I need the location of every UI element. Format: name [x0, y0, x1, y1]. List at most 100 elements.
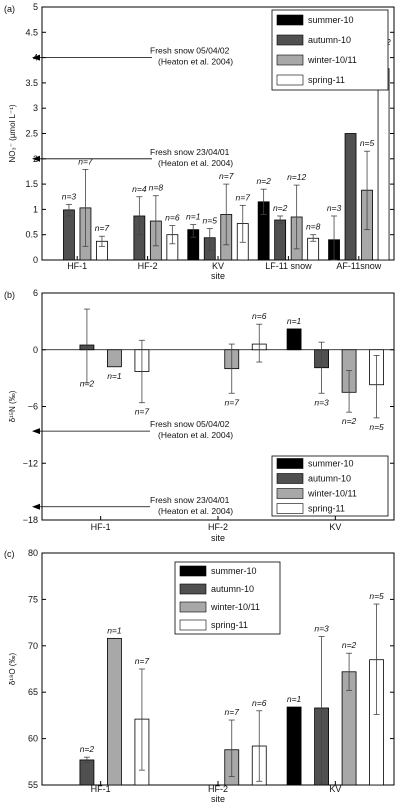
n-label: n=7: [225, 397, 240, 407]
annotation-text: (Heaton et al. 2004): [158, 506, 233, 516]
panel-label: (a): [4, 4, 15, 14]
legend-label: autumn-10: [308, 35, 351, 45]
y-tick-label: 6: [33, 288, 38, 298]
annotation-text: Fresh snow 23/04/01: [150, 495, 230, 505]
annotation-text: (Heaton et al. 2004): [158, 430, 233, 440]
n-label: n=12: [287, 172, 306, 182]
n-label: n=1: [107, 625, 122, 635]
legend-swatch: [179, 601, 207, 613]
panel-label: (b): [4, 290, 15, 300]
legend-label: spring-11: [211, 620, 248, 630]
n-label: n=1: [287, 316, 302, 326]
n-label: n=3: [314, 624, 329, 634]
legend-swatch: [179, 619, 207, 631]
bar: [344, 133, 357, 261]
y-tick-label: 60: [28, 734, 38, 744]
n-label: n=6: [165, 213, 180, 223]
x-tick-label: LF-11 snow: [265, 261, 312, 271]
annotation-text: Fresh snow 05/04/02: [150, 46, 230, 56]
legend-swatch: [276, 54, 304, 66]
y-tick-label: 3.5: [25, 78, 38, 88]
n-label: n=6: [252, 311, 267, 321]
n-label: n=3: [62, 191, 77, 201]
annotation-text: Fresh snow 05/04/02: [150, 419, 230, 429]
legend-label: winter-10/11: [210, 602, 260, 612]
y-tick-label: 1: [33, 204, 38, 214]
legend-swatch: [276, 74, 304, 86]
bar: [107, 637, 122, 786]
y-tick-label: 5: [33, 2, 38, 12]
y-tick-label: 0: [33, 255, 38, 265]
x-tick-label: HF-1: [67, 261, 87, 271]
x-tick-label: HF-1: [91, 522, 111, 532]
y-tick-label: 75: [28, 594, 38, 604]
y-axis-label: NO₃⁻ (µmol L⁻¹): [8, 104, 17, 162]
n-label: n=6: [252, 698, 267, 708]
legend-swatch: [276, 14, 304, 26]
legend-swatch: [276, 458, 304, 469]
n-label: n=5: [369, 422, 384, 432]
n-label: n=7: [225, 707, 240, 717]
legend-label: autumn-10: [211, 584, 254, 594]
n-label: n=2: [342, 640, 357, 650]
legend-swatch: [179, 565, 207, 577]
legend-label: spring-11: [308, 75, 345, 85]
bar: [107, 349, 122, 368]
n-label: n=5: [360, 138, 375, 148]
n-label: n=2: [342, 416, 357, 426]
y-tick-label: 3: [33, 103, 38, 113]
n-label: n=7: [135, 656, 150, 666]
arrow-head: [32, 54, 40, 61]
y-tick-label: 0.5: [25, 230, 38, 240]
legend-label: summer-10: [308, 15, 354, 25]
bar: [274, 219, 287, 261]
n-label: n=8: [149, 183, 164, 193]
n-label: n=2: [80, 744, 95, 754]
bar: [63, 209, 75, 261]
y-tick-label: −12: [23, 458, 38, 468]
n-label: n=3: [327, 203, 342, 213]
legend-label: winter-10/11: [307, 489, 357, 499]
x-tick-label: HF-1: [91, 784, 111, 794]
legend-label: autumn-10: [308, 474, 351, 484]
legend-swatch: [276, 488, 304, 499]
bar: [286, 706, 302, 786]
n-label: n=2: [273, 203, 288, 213]
n-label: n=1: [186, 212, 201, 222]
y-tick-label: 55: [28, 780, 38, 790]
n-label: n=7: [219, 171, 234, 181]
n-label: n=1: [287, 694, 302, 704]
n-label: n=5: [369, 591, 384, 601]
y-tick-label: 80: [28, 548, 38, 558]
x-tick-label: KV: [329, 522, 341, 532]
y-tick-label: 0: [33, 345, 38, 355]
annotation-text: (Heaton et al. 2004): [158, 158, 233, 168]
y-axis-label: δ¹⁸O (‰): [8, 653, 17, 686]
n-label: n=7: [95, 223, 110, 233]
y-tick-label: −18: [23, 515, 38, 525]
legend-label: summer-10: [211, 566, 257, 576]
x-axis-label: site: [211, 794, 225, 804]
x-tick-label: HF-2: [208, 522, 228, 532]
legend-label: spring-11: [308, 504, 345, 514]
legend-swatch: [276, 473, 304, 484]
bar: [79, 759, 95, 786]
legend-label: winter-10/11: [307, 55, 357, 65]
x-tick-label: HF-2: [138, 261, 158, 271]
y-tick-label: 4.5: [25, 27, 38, 37]
x-axis-label: site: [211, 271, 225, 281]
n-label: n=2: [80, 378, 95, 388]
y-tick-label: 1.5: [25, 179, 38, 189]
arrow-head: [32, 428, 40, 435]
x-tick-label: AF-11snow: [336, 261, 381, 271]
x-tick-label: KV: [212, 261, 224, 271]
bar: [377, 68, 390, 261]
legend-swatch: [276, 503, 304, 514]
x-tick-label: KV: [329, 784, 341, 794]
n-label: n=2: [256, 176, 271, 186]
y-tick-label: −6: [28, 402, 38, 412]
n-label: n=7: [135, 407, 150, 417]
legend-label: summer-10: [308, 459, 354, 469]
n-label: n=7: [236, 192, 251, 202]
